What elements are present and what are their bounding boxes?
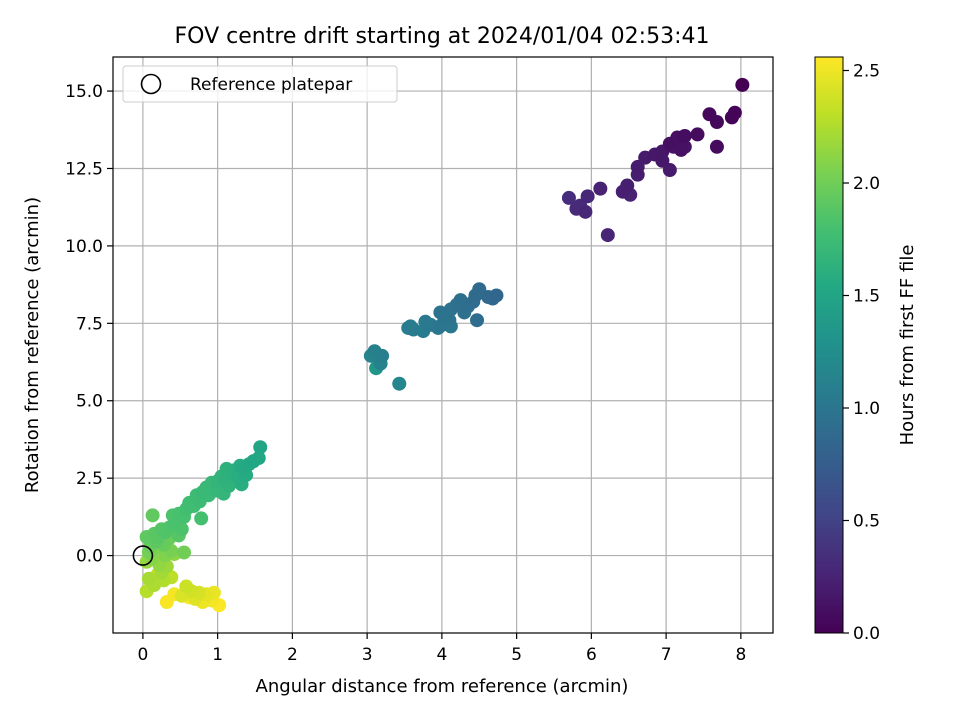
colorbar-ticks: 0.0 0.5 1.0 1.5 2.0 2.5 — [843, 62, 880, 644]
colorbar-label: Hours from first FF file — [897, 245, 918, 446]
x-tick-label: 0 — [137, 645, 148, 665]
scatter-point — [600, 228, 615, 243]
y-tick-label: 2.5 — [76, 469, 103, 489]
scatter-point — [253, 440, 268, 455]
legend-marker-open-circle — [140, 73, 162, 95]
colorbar: 0.0 0.5 1.0 1.5 2.0 2.5 Hours from first FF f… — [814, 56, 918, 644]
x-tick-label: 5 — [511, 645, 522, 665]
scatter-point — [580, 189, 595, 204]
scatter-point — [392, 376, 407, 391]
x-tick-label: 2 — [287, 645, 298, 665]
scatter-point — [489, 288, 504, 303]
scatter-point — [735, 77, 750, 92]
legend: Reference platepar — [122, 65, 398, 103]
colorbar-tick-label: 1.5 — [853, 287, 880, 307]
colorbar-tick-label: 0.0 — [853, 624, 880, 644]
scatter-point — [727, 105, 742, 120]
x-axis-label: Angular distance from reference (arcmin) — [256, 676, 629, 697]
x-tick-label: 1 — [212, 645, 223, 665]
scatter-point — [674, 142, 689, 157]
x-axis-ticks: 0 1 2 3 4 5 6 7 8 — [137, 633, 746, 665]
colorbar-tick-label: 0.5 — [853, 512, 880, 532]
plot-frame — [112, 56, 774, 634]
x-tick-label: 3 — [362, 645, 373, 665]
legend-label: Reference platepar — [190, 75, 352, 95]
colorbar-tick-label: 2.5 — [853, 62, 880, 82]
colorbar-tick-label: 2.0 — [853, 174, 880, 194]
scatter-point — [375, 348, 390, 363]
scatter-point — [662, 163, 677, 178]
scatter-point — [177, 545, 192, 560]
scatter-point — [145, 508, 160, 523]
scatter-point — [630, 159, 645, 174]
y-tick-label: 15.0 — [65, 82, 103, 102]
scatter-point — [561, 190, 576, 205]
scatter-point — [690, 127, 705, 142]
x-tick-label: 4 — [436, 645, 447, 665]
scatter-point — [251, 451, 266, 466]
y-tick-label: 7.5 — [76, 314, 103, 334]
scatter-point — [470, 313, 485, 328]
colorbar-tick-label: 1.0 — [853, 399, 880, 419]
scatter-point — [709, 139, 724, 154]
chart-title: FOV centre drift starting at 2024/01/04 … — [175, 24, 710, 49]
y-axis-label: Rotation from reference (arcmin) — [22, 197, 43, 493]
scatter-point — [179, 579, 194, 594]
scatter-point — [578, 204, 593, 219]
colorbar-gradient — [814, 56, 844, 634]
y-tick-label: 0.0 — [76, 547, 103, 567]
scatter-point — [677, 128, 692, 143]
scatter-point — [141, 571, 156, 586]
legend-box — [122, 65, 398, 103]
y-tick-label: 12.5 — [65, 159, 103, 179]
scatter-point — [620, 178, 635, 193]
reference-platepar-marker — [132, 545, 154, 566]
y-tick-label: 5.0 — [76, 392, 103, 412]
y-axis-ticks: 0.0 2.5 5.0 7.5 10.0 12.5 15.0 — [65, 82, 113, 567]
scatter-point — [593, 181, 608, 196]
scatter-point — [194, 511, 209, 526]
data-points — [132, 77, 750, 613]
x-tick-label: 7 — [661, 645, 672, 665]
y-tick-label: 10.0 — [65, 237, 103, 257]
x-tick-label: 6 — [586, 645, 597, 665]
x-tick-label: 8 — [735, 645, 746, 665]
scatter-point — [702, 107, 717, 122]
